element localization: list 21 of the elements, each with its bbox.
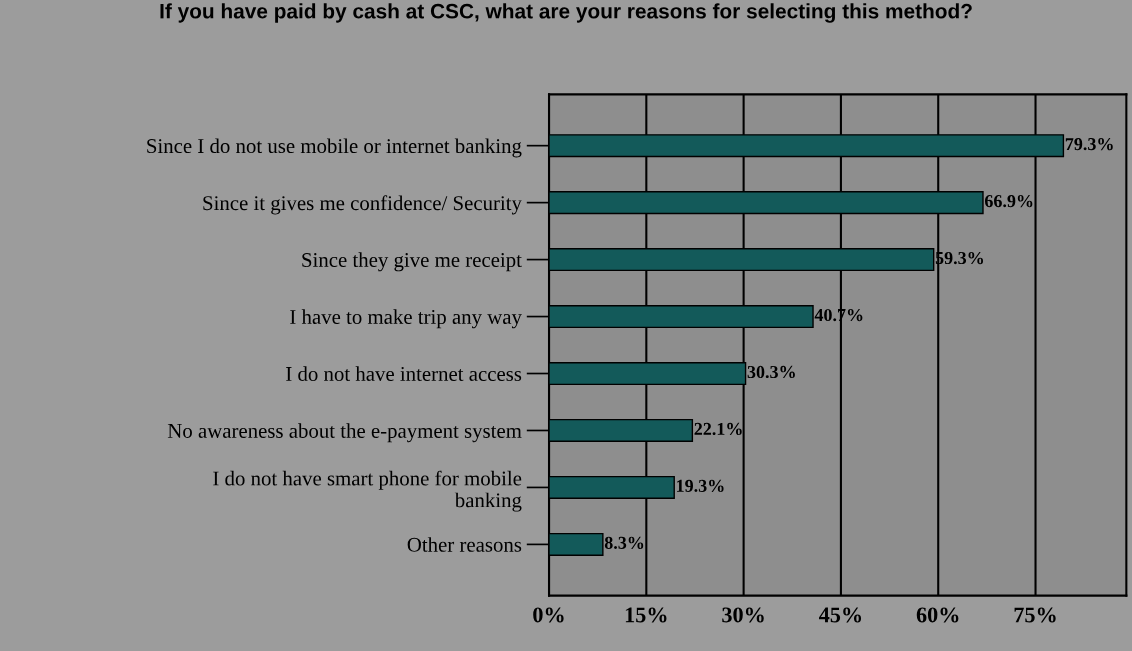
x-tick-label: 75% [1014,607,1056,623]
x-tick-label: 45% [819,607,862,623]
x-tick-label: 0% [533,607,564,623]
y-tick-label: I have to make trip any way [290,309,522,329]
x-tick-label: 15% [625,607,667,623]
y-tick-label: Other reasons [407,537,522,552]
data-label: 79.3% [1065,138,1113,151]
data-label: 8.3% [604,536,644,549]
y-tick-label: Since it gives me confidence/ Security [203,195,522,215]
data-label: 22.1% [694,422,742,436]
x-tick-label: 60% [916,607,959,623]
y-tick-label: No awareness about the e-payment system [167,423,522,443]
chart-title: If you have paid by cash at CSC, what are your reasons for selecting this method? [160,3,972,23]
data-label: 19.3% [677,479,724,493]
x-tick-label: 30% [722,607,764,623]
y-tick-label: Since I do not use mobile or internet banking [147,138,522,158]
y-tick-label: Since they give me receipt [302,252,522,272]
data-label: 66.9% [984,194,1033,208]
y-tick-label: I do not have internet access [286,366,522,381]
y-tick-label: I do not have smart phone for mobile banking [213,470,522,512]
data-label: 30.3% [747,365,795,379]
